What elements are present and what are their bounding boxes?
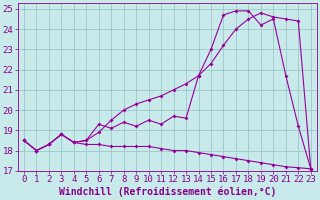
X-axis label: Windchill (Refroidissement éolien,°C): Windchill (Refroidissement éolien,°C)	[59, 187, 276, 197]
